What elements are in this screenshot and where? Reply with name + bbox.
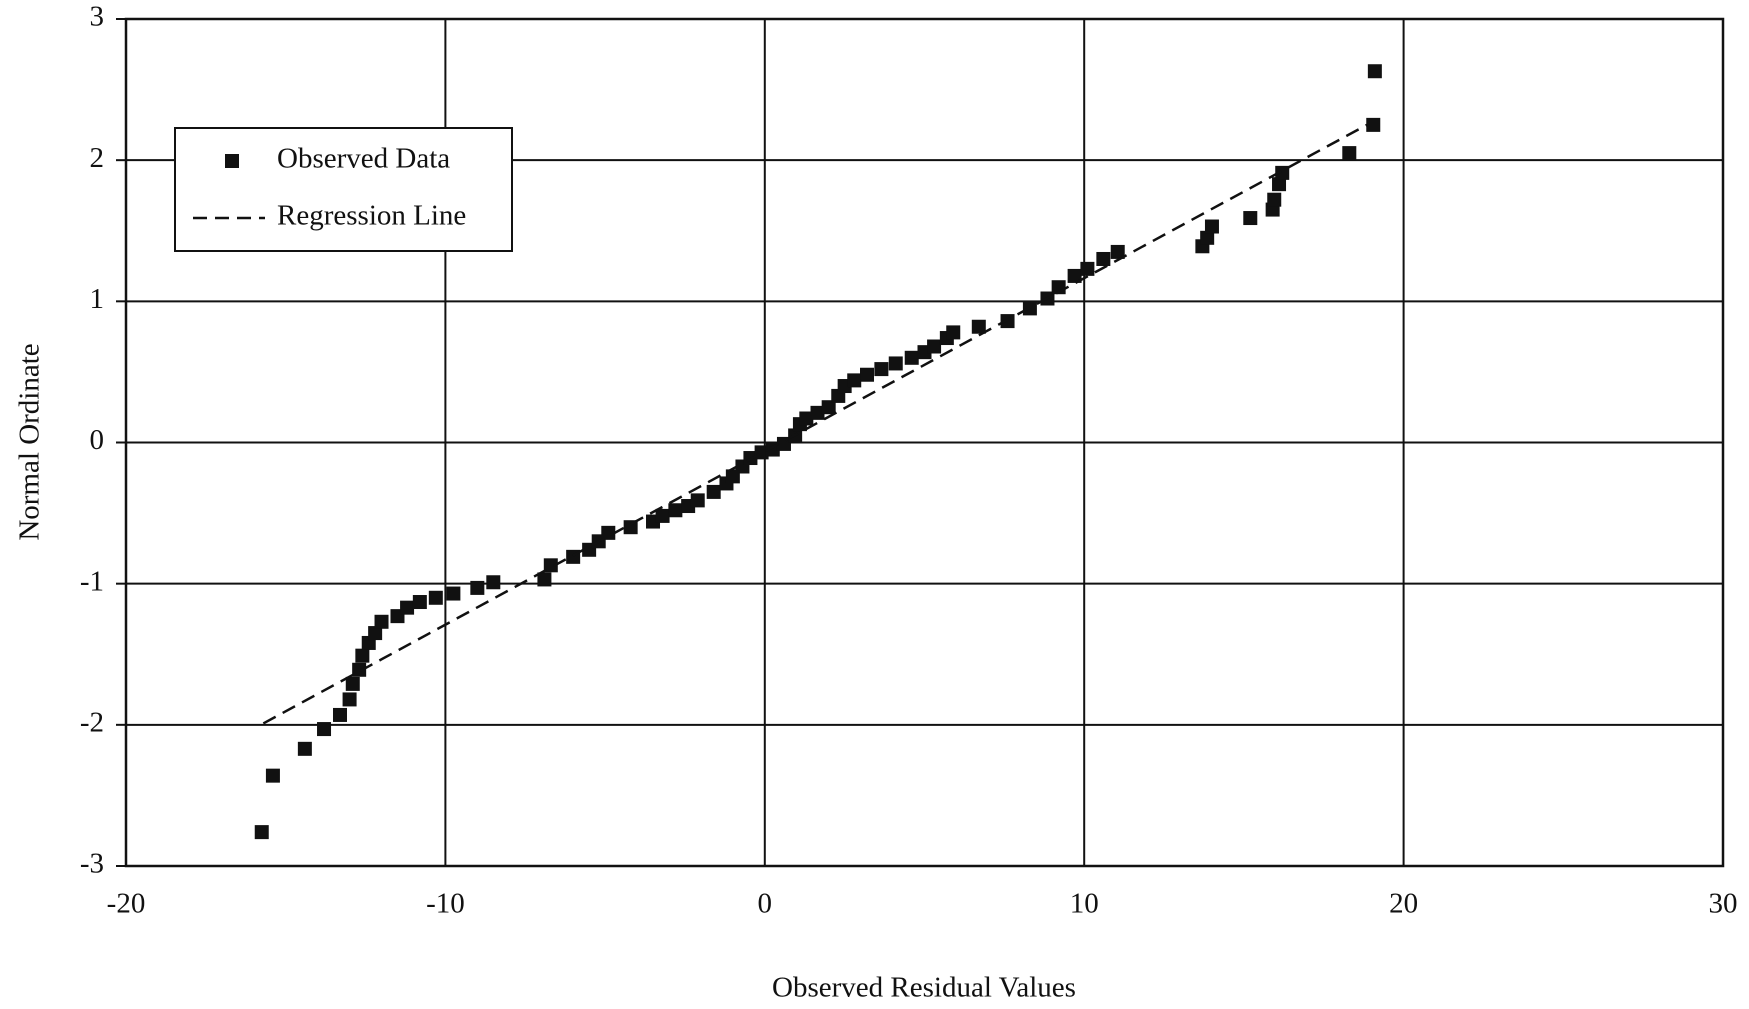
data-point xyxy=(847,373,862,388)
data-point xyxy=(1272,177,1287,192)
x-axis-label: Observed Residual Values xyxy=(772,972,1076,1004)
data-point xyxy=(690,493,705,508)
data-point xyxy=(265,768,280,783)
data-point xyxy=(400,600,415,615)
data-point xyxy=(860,367,875,382)
data-point xyxy=(971,319,986,334)
data-point xyxy=(470,580,485,595)
data-point xyxy=(342,692,357,707)
data-point xyxy=(810,405,825,420)
data-point xyxy=(946,325,961,340)
data-point xyxy=(1342,146,1357,161)
data-point xyxy=(927,339,942,354)
data-point xyxy=(446,586,461,601)
data-point xyxy=(874,362,889,377)
data-point xyxy=(1080,261,1095,276)
data-point xyxy=(655,508,670,523)
data-point xyxy=(428,590,443,605)
data-point xyxy=(1204,219,1219,234)
data-point xyxy=(1200,230,1215,245)
data-point xyxy=(297,741,312,756)
data-point xyxy=(1367,64,1382,79)
data-point xyxy=(368,626,383,641)
y-tick-label: 3 xyxy=(90,1,105,33)
data-point xyxy=(543,558,558,573)
x-tick-label: 20 xyxy=(1389,888,1418,920)
y-tick-label: -3 xyxy=(80,848,104,880)
data-point xyxy=(1067,268,1082,283)
data-point xyxy=(904,350,919,365)
y-tick-label: -1 xyxy=(80,565,104,597)
legend-box xyxy=(174,127,513,252)
data-point xyxy=(486,575,501,590)
data-point xyxy=(412,595,427,610)
data-point xyxy=(821,400,836,415)
x-tick-label: -10 xyxy=(426,888,465,920)
y-tick-label: -2 xyxy=(80,706,104,738)
data-point xyxy=(1110,244,1125,259)
y-tick-label: 2 xyxy=(90,142,105,174)
data-point xyxy=(1096,251,1111,266)
data-point xyxy=(799,411,814,426)
legend-marker xyxy=(225,154,239,168)
x-tick-label: 30 xyxy=(1709,888,1738,920)
data-point xyxy=(374,614,389,629)
legend: Observed Data Regression Line xyxy=(174,127,513,252)
data-point xyxy=(1366,117,1381,132)
data-point xyxy=(332,707,347,722)
y-tick-label: 0 xyxy=(90,424,105,456)
data-point xyxy=(355,648,370,663)
plot-frame xyxy=(124,17,1725,868)
data-point xyxy=(352,662,367,677)
data-point xyxy=(1275,165,1290,180)
data-point xyxy=(1267,192,1282,207)
legend-label: Regression Line xyxy=(277,200,466,232)
data-point xyxy=(1243,211,1258,226)
data-point xyxy=(706,484,721,499)
legend-label: Observed Data xyxy=(277,143,450,175)
data-point xyxy=(601,525,616,540)
x-tick-label: 10 xyxy=(1070,888,1099,920)
y-axis-label: Normal Ordinate xyxy=(14,343,46,540)
y-tick-label: 1 xyxy=(90,283,105,315)
x-tick-label: -20 xyxy=(107,888,146,920)
data-point xyxy=(254,825,269,840)
data-point xyxy=(537,572,552,587)
data-point xyxy=(317,722,332,737)
data-point xyxy=(668,503,683,518)
data-point xyxy=(345,676,360,691)
data-point xyxy=(888,356,903,371)
x-tick-label: 0 xyxy=(758,888,773,920)
regression-line xyxy=(262,123,1368,725)
